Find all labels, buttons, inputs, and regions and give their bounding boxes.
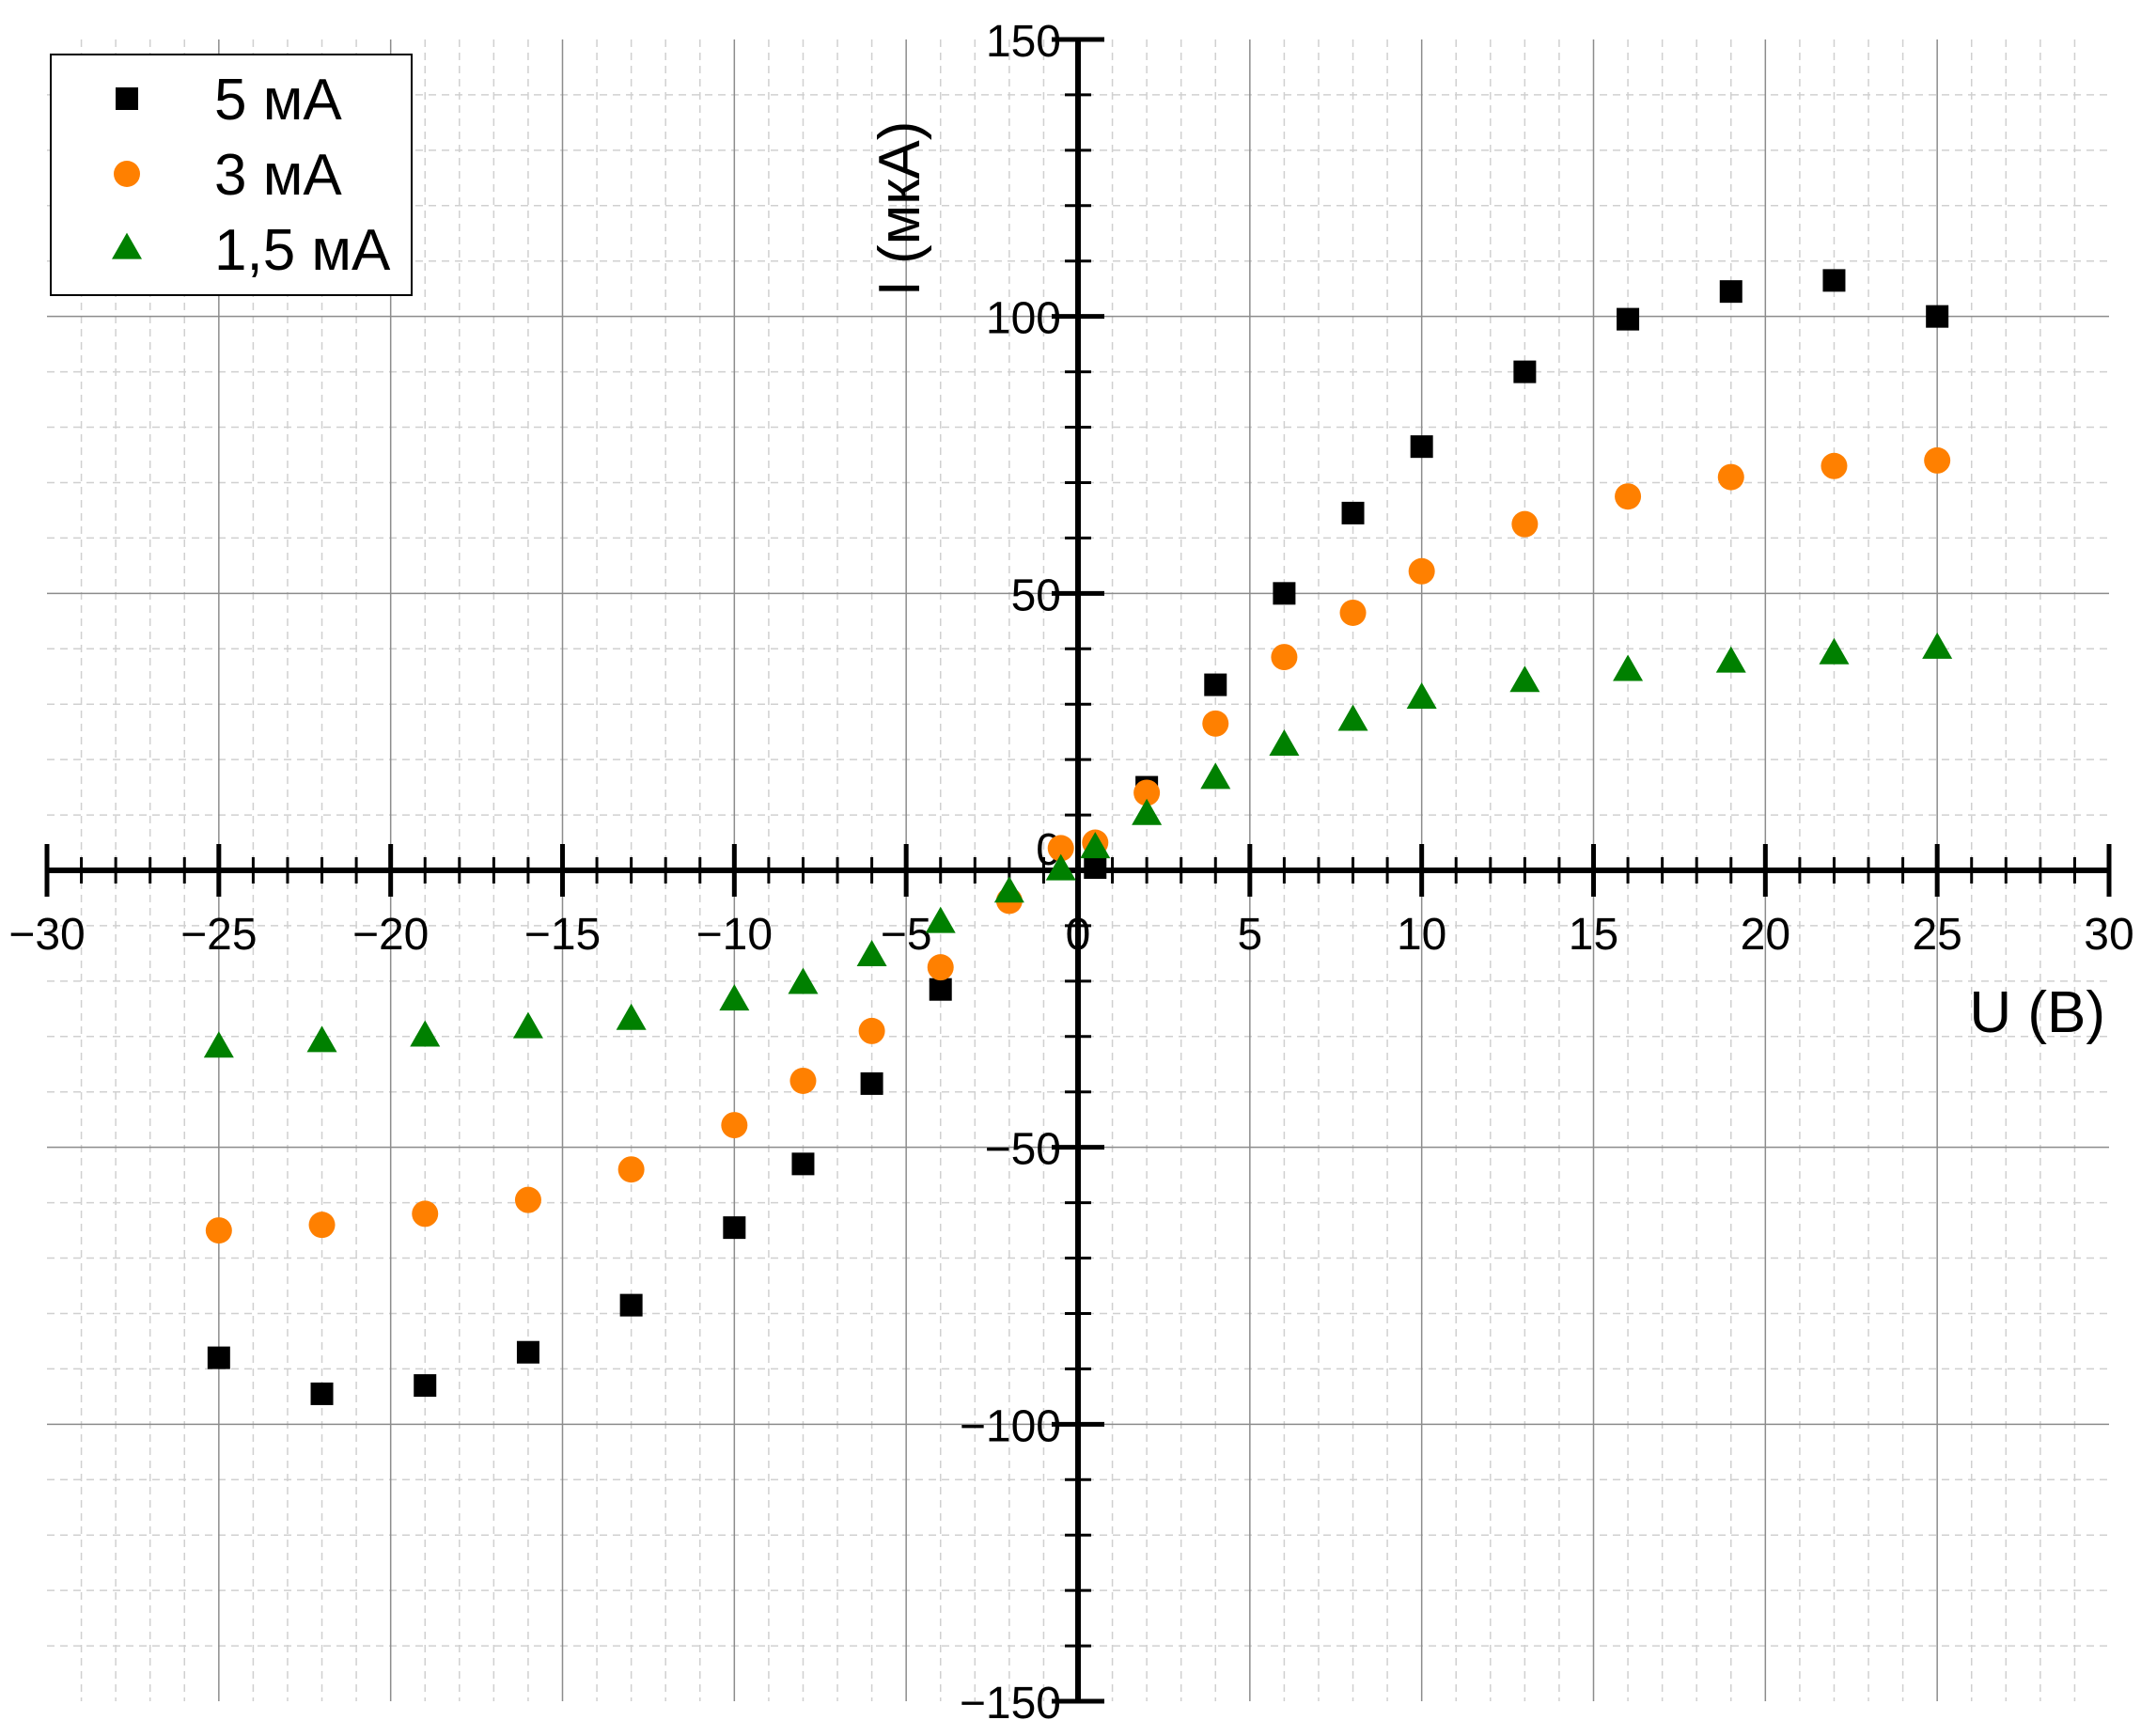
x-tick-label: −10 bbox=[696, 910, 773, 960]
data-point bbox=[1819, 637, 1850, 665]
data-point bbox=[1133, 779, 1161, 806]
data-point bbox=[1821, 452, 1848, 479]
data-point bbox=[789, 1067, 817, 1094]
data-point bbox=[925, 906, 956, 933]
legend-marker-circle bbox=[114, 161, 140, 187]
data-point bbox=[1406, 681, 1437, 709]
data-point bbox=[308, 1212, 336, 1239]
data-point bbox=[410, 1020, 441, 1047]
series-triangle bbox=[203, 632, 1953, 1058]
data-point bbox=[512, 1011, 543, 1039]
data-point bbox=[310, 1382, 334, 1405]
data-point bbox=[1408, 557, 1435, 585]
data-point bbox=[858, 1017, 885, 1044]
x-tick-label: 10 bbox=[1397, 910, 1446, 960]
data-point bbox=[1084, 856, 1107, 880]
legend-marker-square bbox=[116, 87, 138, 110]
x-tick-label: 5 bbox=[1237, 910, 1262, 960]
data-point bbox=[788, 967, 819, 994]
x-tick-label: −15 bbox=[524, 910, 601, 960]
y-tick-label: 150 bbox=[986, 17, 1061, 67]
data-point bbox=[1204, 673, 1227, 696]
data-point bbox=[205, 1217, 232, 1244]
data-point bbox=[1271, 644, 1298, 671]
data-point bbox=[723, 1216, 746, 1240]
data-point bbox=[516, 1340, 539, 1364]
data-point bbox=[1926, 305, 1949, 328]
legend-box bbox=[50, 54, 413, 296]
data-point bbox=[1341, 501, 1365, 524]
x-tick-label: 30 bbox=[2084, 910, 2133, 960]
data-point bbox=[1273, 582, 1296, 605]
data-point bbox=[1045, 853, 1076, 881]
legend-label: 3 мА bbox=[214, 143, 342, 208]
x-tick-label: −5 bbox=[881, 910, 932, 960]
x-tick-label: −30 bbox=[8, 910, 85, 960]
y-tick-label: −150 bbox=[960, 1679, 1061, 1728]
data-point bbox=[514, 1186, 541, 1213]
data-point bbox=[1822, 269, 1846, 292]
data-point bbox=[1717, 463, 1744, 491]
y-tick-label: 50 bbox=[1011, 571, 1061, 620]
data-point bbox=[1337, 704, 1368, 731]
legend-entries: 5 мА 3 мА 1,5 мА bbox=[112, 68, 391, 283]
legend-marker-triangle bbox=[112, 232, 142, 259]
data-point bbox=[1715, 646, 1746, 673]
legend-label: 1,5 мА bbox=[214, 218, 391, 283]
x-axis-label: U (В) bbox=[1969, 980, 2105, 1045]
data-point bbox=[1924, 446, 1951, 474]
tick-labels: −30 −25 −20 −15 −10 −5 0 5 10 15 20 25 30−150−100−50… bbox=[8, 17, 2133, 1728]
x-tick-label: 15 bbox=[1569, 910, 1618, 960]
data-point bbox=[1410, 435, 1433, 459]
data-point bbox=[1613, 654, 1644, 681]
data-point bbox=[1269, 729, 1300, 757]
y-tick-label: −100 bbox=[960, 1401, 1061, 1451]
data-point bbox=[617, 1156, 645, 1183]
x-tick-label: 0 bbox=[1066, 910, 1091, 960]
data-point bbox=[791, 1152, 815, 1176]
legend: 5 мА 3 мА 1,5 мА bbox=[50, 54, 413, 296]
data-point bbox=[619, 1293, 643, 1317]
data-point bbox=[993, 876, 1024, 903]
data-point bbox=[1617, 307, 1640, 331]
axis-ticks bbox=[44, 37, 2112, 1704]
data-point bbox=[412, 1200, 439, 1228]
data-point bbox=[1719, 280, 1742, 304]
x-tick-label: 25 bbox=[1912, 910, 1961, 960]
data-point bbox=[1513, 360, 1537, 383]
data-point bbox=[1132, 798, 1163, 825]
data-point bbox=[719, 984, 750, 1011]
data-point bbox=[1615, 483, 1642, 510]
data-point bbox=[721, 1112, 748, 1139]
data-point bbox=[1509, 665, 1540, 693]
data-point bbox=[207, 1346, 230, 1369]
data-point bbox=[929, 977, 952, 1001]
x-tick-label: −25 bbox=[180, 910, 257, 960]
data-point bbox=[1922, 632, 1953, 659]
data-point bbox=[1339, 599, 1367, 626]
x-tick-label: 20 bbox=[1741, 910, 1790, 960]
data-point bbox=[1200, 762, 1231, 790]
data-point bbox=[927, 954, 954, 981]
data-point bbox=[414, 1374, 437, 1398]
data-point bbox=[1080, 832, 1111, 859]
y-axis-label: I (мкА) bbox=[867, 121, 932, 297]
data-point bbox=[860, 1071, 883, 1095]
data-point bbox=[1047, 835, 1074, 862]
y-tick-label: −50 bbox=[985, 1125, 1061, 1175]
legend-label: 5 мА bbox=[214, 68, 342, 133]
series-square bbox=[207, 269, 1949, 1405]
data-point bbox=[1202, 710, 1229, 737]
data-points bbox=[203, 269, 1953, 1405]
data-point bbox=[616, 1003, 647, 1030]
x-tick-label: −20 bbox=[352, 910, 429, 960]
data-point bbox=[306, 1025, 337, 1053]
data-point bbox=[1511, 510, 1539, 538]
data-point bbox=[856, 939, 887, 966]
data-point bbox=[203, 1031, 234, 1058]
y-tick-label: 100 bbox=[986, 294, 1061, 344]
